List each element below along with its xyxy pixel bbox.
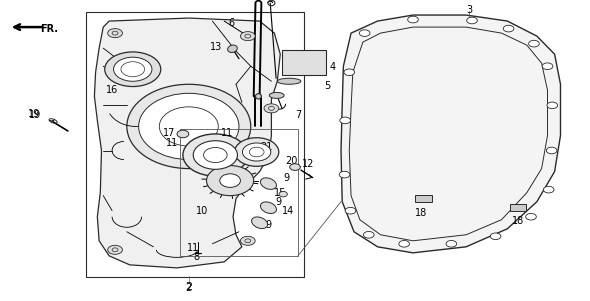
Ellipse shape xyxy=(290,164,300,170)
Ellipse shape xyxy=(363,231,374,238)
Ellipse shape xyxy=(546,147,557,154)
Text: 8: 8 xyxy=(194,252,199,262)
Bar xyxy=(180,129,298,256)
Text: 11: 11 xyxy=(221,128,233,138)
Text: 13: 13 xyxy=(209,42,222,52)
Ellipse shape xyxy=(339,171,350,178)
Text: 4: 4 xyxy=(329,62,335,72)
Ellipse shape xyxy=(183,134,248,176)
Text: 2: 2 xyxy=(185,282,192,293)
Ellipse shape xyxy=(503,25,514,32)
Text: 12: 12 xyxy=(302,159,314,169)
Text: 19: 19 xyxy=(28,109,40,119)
Text: 11: 11 xyxy=(166,138,178,148)
Ellipse shape xyxy=(408,16,418,23)
Ellipse shape xyxy=(255,94,261,99)
Ellipse shape xyxy=(543,186,554,193)
Ellipse shape xyxy=(177,130,189,138)
Ellipse shape xyxy=(251,217,268,228)
Text: 14: 14 xyxy=(282,206,294,216)
Text: 9: 9 xyxy=(266,220,271,230)
Text: 18: 18 xyxy=(512,216,524,226)
Ellipse shape xyxy=(526,213,536,220)
Ellipse shape xyxy=(467,17,477,24)
Ellipse shape xyxy=(113,57,152,81)
Text: 16: 16 xyxy=(106,85,118,95)
Polygon shape xyxy=(341,15,560,253)
Text: 20: 20 xyxy=(285,156,297,166)
Ellipse shape xyxy=(279,191,287,197)
Ellipse shape xyxy=(340,117,350,124)
Ellipse shape xyxy=(241,32,255,41)
Ellipse shape xyxy=(234,138,278,166)
Ellipse shape xyxy=(344,69,355,76)
Ellipse shape xyxy=(139,93,239,160)
Text: 10: 10 xyxy=(196,206,208,216)
Ellipse shape xyxy=(277,78,301,84)
Ellipse shape xyxy=(359,30,370,36)
Polygon shape xyxy=(94,18,280,268)
Text: FR.: FR. xyxy=(40,23,58,34)
Ellipse shape xyxy=(228,45,237,52)
Text: 18: 18 xyxy=(415,208,427,218)
Text: 9: 9 xyxy=(284,172,290,183)
Ellipse shape xyxy=(206,166,254,196)
Text: 15: 15 xyxy=(274,188,286,198)
Text: 6: 6 xyxy=(229,18,235,28)
Text: 21: 21 xyxy=(261,142,273,152)
Ellipse shape xyxy=(241,236,255,245)
Ellipse shape xyxy=(219,174,241,187)
Ellipse shape xyxy=(105,52,160,87)
Ellipse shape xyxy=(107,29,123,38)
Ellipse shape xyxy=(269,92,284,98)
Ellipse shape xyxy=(264,104,279,113)
Ellipse shape xyxy=(529,40,539,47)
Ellipse shape xyxy=(399,240,409,247)
Ellipse shape xyxy=(260,178,277,189)
Text: 17: 17 xyxy=(163,128,176,138)
Ellipse shape xyxy=(446,240,457,247)
Ellipse shape xyxy=(542,63,553,70)
Ellipse shape xyxy=(260,202,277,213)
Text: 3: 3 xyxy=(466,5,472,15)
Ellipse shape xyxy=(242,143,271,161)
Text: 5: 5 xyxy=(324,81,331,91)
Bar xyxy=(415,195,432,202)
Ellipse shape xyxy=(193,141,237,169)
Ellipse shape xyxy=(127,84,251,169)
Text: 9: 9 xyxy=(275,197,281,207)
Polygon shape xyxy=(349,27,548,241)
Text: 2: 2 xyxy=(186,283,192,293)
Ellipse shape xyxy=(345,207,356,214)
Bar xyxy=(282,50,326,75)
Text: 7: 7 xyxy=(295,110,301,120)
Ellipse shape xyxy=(107,245,123,254)
Text: 19: 19 xyxy=(30,110,41,120)
Bar xyxy=(86,12,304,277)
Bar xyxy=(510,204,526,211)
Text: 11: 11 xyxy=(188,243,199,253)
Ellipse shape xyxy=(490,233,501,240)
Ellipse shape xyxy=(547,102,558,109)
